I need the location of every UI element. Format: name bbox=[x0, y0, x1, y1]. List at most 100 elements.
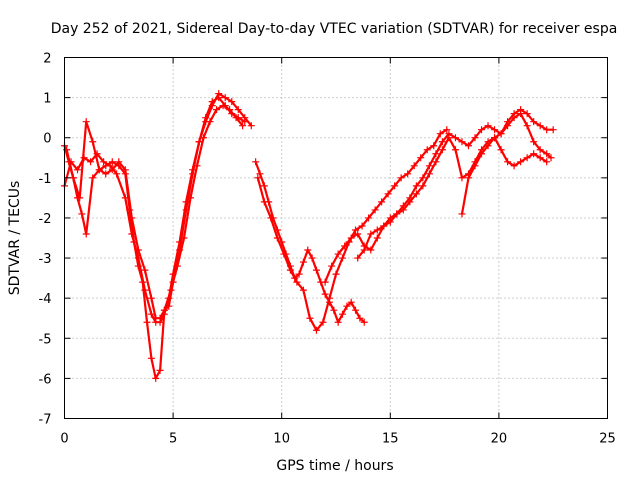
data-point bbox=[404, 170, 412, 178]
data-point bbox=[293, 278, 301, 286]
axis-ticks bbox=[64, 57, 608, 419]
data-point bbox=[491, 126, 499, 134]
data-point bbox=[443, 126, 451, 134]
data-point bbox=[464, 142, 472, 150]
data-point bbox=[354, 254, 362, 262]
data-point bbox=[341, 242, 349, 250]
data-point bbox=[325, 294, 333, 302]
data-point bbox=[347, 298, 355, 306]
x-tick-labels: 0 5 10 15 20 25 bbox=[60, 432, 615, 447]
data-point bbox=[208, 102, 216, 110]
data-point bbox=[219, 102, 227, 110]
data-point bbox=[523, 154, 531, 162]
data-point bbox=[202, 118, 210, 126]
data-point bbox=[108, 158, 116, 166]
data-point bbox=[491, 134, 499, 142]
data-point bbox=[360, 318, 368, 326]
data-point bbox=[87, 158, 95, 166]
data-point bbox=[458, 210, 466, 218]
data-point bbox=[547, 154, 555, 162]
data-point bbox=[451, 134, 459, 142]
x-tick-label: 25 bbox=[599, 432, 616, 447]
x-tick-label: 20 bbox=[491, 432, 508, 447]
data-point bbox=[378, 198, 386, 206]
data-point bbox=[273, 234, 281, 242]
series-sat-track-b bbox=[63, 102, 247, 322]
data-point bbox=[458, 174, 466, 182]
data-point bbox=[451, 146, 459, 154]
data-point bbox=[130, 238, 138, 246]
data-point bbox=[74, 166, 82, 174]
data-point bbox=[156, 366, 164, 374]
data-point bbox=[464, 174, 472, 182]
series-sat-track-g bbox=[354, 134, 551, 262]
data-point bbox=[152, 374, 160, 382]
data-point bbox=[165, 302, 173, 310]
data-point bbox=[352, 226, 360, 234]
data-point bbox=[510, 114, 518, 122]
data-point bbox=[339, 310, 347, 318]
data-point bbox=[517, 110, 525, 118]
data-point bbox=[247, 122, 255, 130]
y-tick-label: -5 bbox=[39, 332, 52, 347]
data-point bbox=[82, 230, 90, 238]
data-point bbox=[74, 194, 82, 202]
data-point bbox=[328, 262, 336, 270]
data-point bbox=[367, 230, 375, 238]
y-tick-label: 0 bbox=[43, 132, 51, 147]
data-point bbox=[425, 170, 433, 178]
data-point bbox=[102, 162, 110, 170]
data-point bbox=[160, 306, 168, 314]
data-point bbox=[406, 198, 414, 206]
data-point bbox=[143, 318, 151, 326]
data-point bbox=[478, 150, 486, 158]
data-point bbox=[419, 182, 427, 190]
data-point bbox=[82, 118, 90, 126]
data-point bbox=[412, 190, 420, 198]
series-line bbox=[356, 136, 548, 260]
data-point bbox=[504, 158, 512, 166]
data-point bbox=[471, 134, 479, 142]
data-point bbox=[536, 122, 544, 130]
series-line bbox=[324, 108, 555, 284]
series-line bbox=[63, 92, 253, 380]
data-point bbox=[260, 198, 268, 206]
data-point bbox=[121, 170, 129, 178]
data-point bbox=[354, 230, 362, 238]
data-point bbox=[367, 246, 375, 254]
x-tick-label: 0 bbox=[60, 432, 68, 447]
data-point bbox=[339, 254, 347, 262]
data-point bbox=[176, 246, 184, 254]
data-point bbox=[543, 158, 551, 166]
data-point bbox=[308, 254, 316, 262]
data-point bbox=[373, 234, 381, 242]
data-point bbox=[312, 326, 320, 334]
data-point bbox=[523, 110, 531, 118]
data-point bbox=[89, 174, 97, 182]
data-point bbox=[78, 210, 86, 218]
y-tick-label: 1 bbox=[43, 92, 51, 107]
data-point bbox=[332, 270, 340, 278]
y-tick-label: -1 bbox=[39, 172, 52, 187]
data-point bbox=[100, 158, 108, 166]
data-point bbox=[260, 182, 268, 190]
data-point bbox=[139, 278, 147, 286]
data-point bbox=[134, 262, 142, 270]
data-point bbox=[497, 130, 505, 138]
data-point bbox=[484, 142, 492, 150]
data-point bbox=[147, 294, 155, 302]
data-point bbox=[543, 126, 551, 134]
data-point bbox=[430, 142, 438, 150]
data-point bbox=[141, 266, 149, 274]
data-point bbox=[373, 226, 381, 234]
data-point bbox=[256, 170, 264, 178]
data-point bbox=[549, 126, 557, 134]
data-point bbox=[126, 206, 134, 214]
x-tick-label: 5 bbox=[169, 432, 177, 447]
data-point bbox=[254, 174, 262, 182]
data-point bbox=[397, 174, 405, 182]
data-point bbox=[147, 310, 155, 318]
data-point bbox=[95, 166, 103, 174]
chart-title: Day 252 of 2021, Sidereal Day-to-day VTE… bbox=[51, 21, 618, 37]
